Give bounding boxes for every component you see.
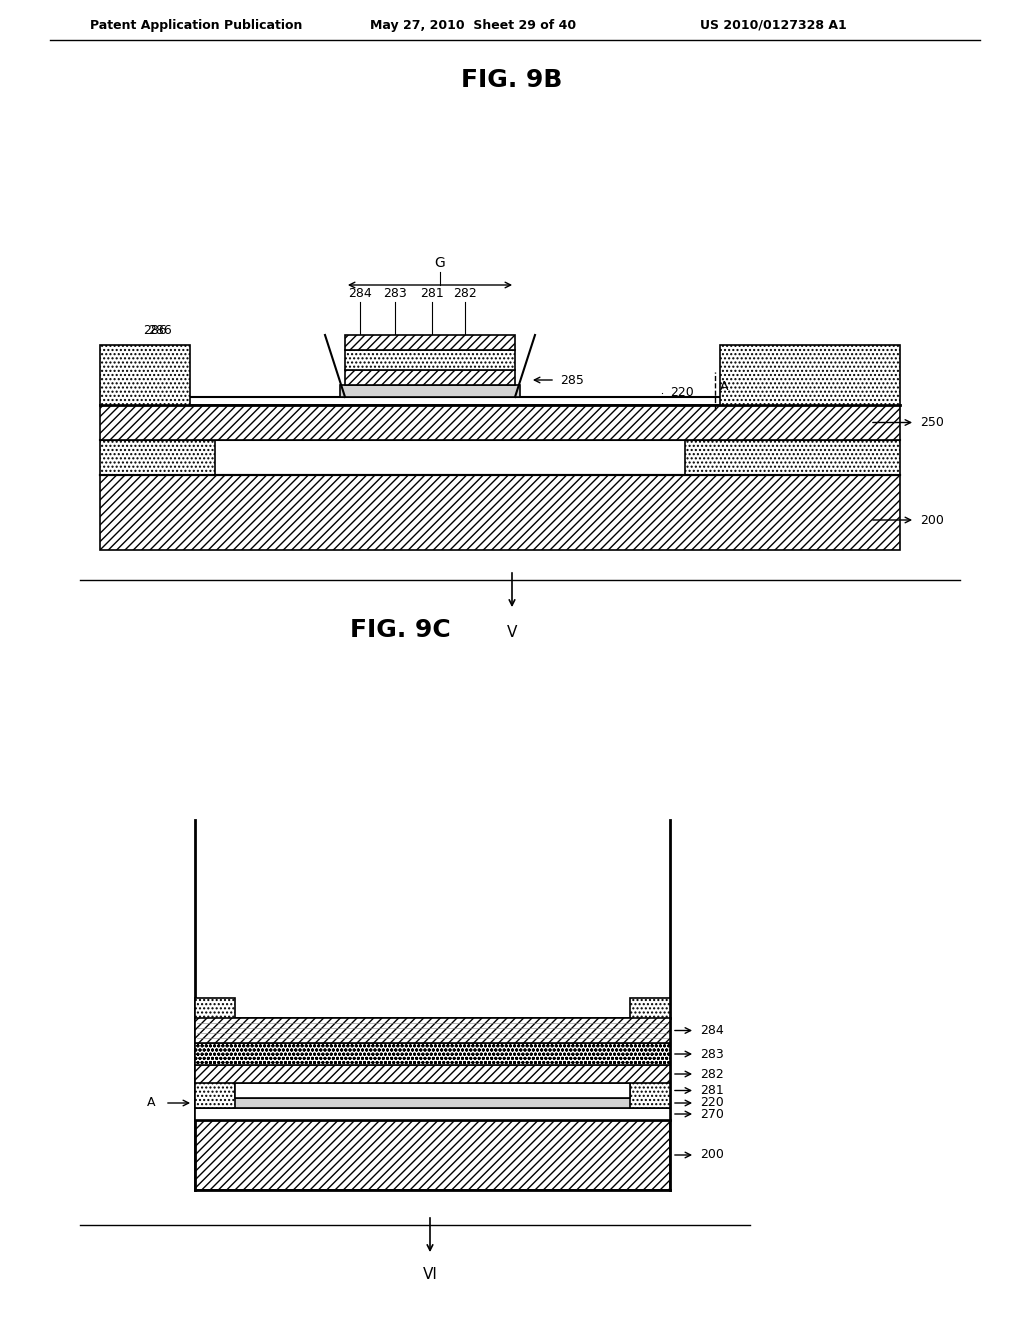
Bar: [195, 1119, 670, 1191]
Text: 281: 281: [420, 286, 443, 300]
Text: 220: 220: [670, 385, 693, 399]
Bar: [234, 1082, 630, 1098]
Bar: [630, 998, 670, 1107]
Bar: [345, 350, 515, 370]
Text: A: A: [146, 1097, 155, 1110]
Text: 270: 270: [700, 1107, 724, 1121]
Text: 284: 284: [348, 286, 372, 300]
Bar: [100, 405, 900, 440]
Bar: [195, 1107, 670, 1119]
Bar: [100, 475, 900, 550]
Text: US 2010/0127328 A1: US 2010/0127328 A1: [700, 18, 847, 32]
Text: 282: 282: [454, 286, 477, 300]
Bar: [685, 440, 900, 475]
Text: 200: 200: [700, 1148, 724, 1162]
Text: 286: 286: [143, 323, 167, 337]
Text: 282: 282: [700, 1068, 724, 1081]
Bar: [195, 1018, 670, 1043]
Text: 220: 220: [700, 1097, 724, 1110]
Text: 286: 286: [148, 323, 172, 337]
Bar: [345, 370, 515, 385]
Text: May 27, 2010  Sheet 29 of 40: May 27, 2010 Sheet 29 of 40: [370, 18, 577, 32]
Text: 283: 283: [700, 1048, 724, 1060]
Text: Patent Application Publication: Patent Application Publication: [90, 18, 302, 32]
Text: 285: 285: [560, 374, 584, 387]
Bar: [720, 345, 900, 405]
Text: VI: VI: [423, 1267, 437, 1282]
Bar: [195, 1098, 670, 1107]
Text: 284: 284: [700, 1024, 724, 1038]
Text: 283: 283: [383, 286, 407, 300]
Bar: [345, 335, 515, 350]
Text: FIG. 9B: FIG. 9B: [462, 69, 562, 92]
Bar: [100, 345, 190, 405]
Text: G: G: [434, 256, 445, 271]
Bar: [100, 440, 215, 475]
Text: 200: 200: [920, 513, 944, 527]
Bar: [340, 385, 520, 397]
Bar: [195, 1043, 670, 1065]
Text: 281: 281: [700, 1084, 724, 1097]
Text: FIG. 9C: FIG. 9C: [349, 618, 451, 642]
Text: A: A: [720, 380, 728, 393]
Text: 250: 250: [920, 416, 944, 429]
Text: V: V: [507, 624, 517, 640]
Bar: [195, 1065, 670, 1082]
Bar: [195, 998, 234, 1107]
